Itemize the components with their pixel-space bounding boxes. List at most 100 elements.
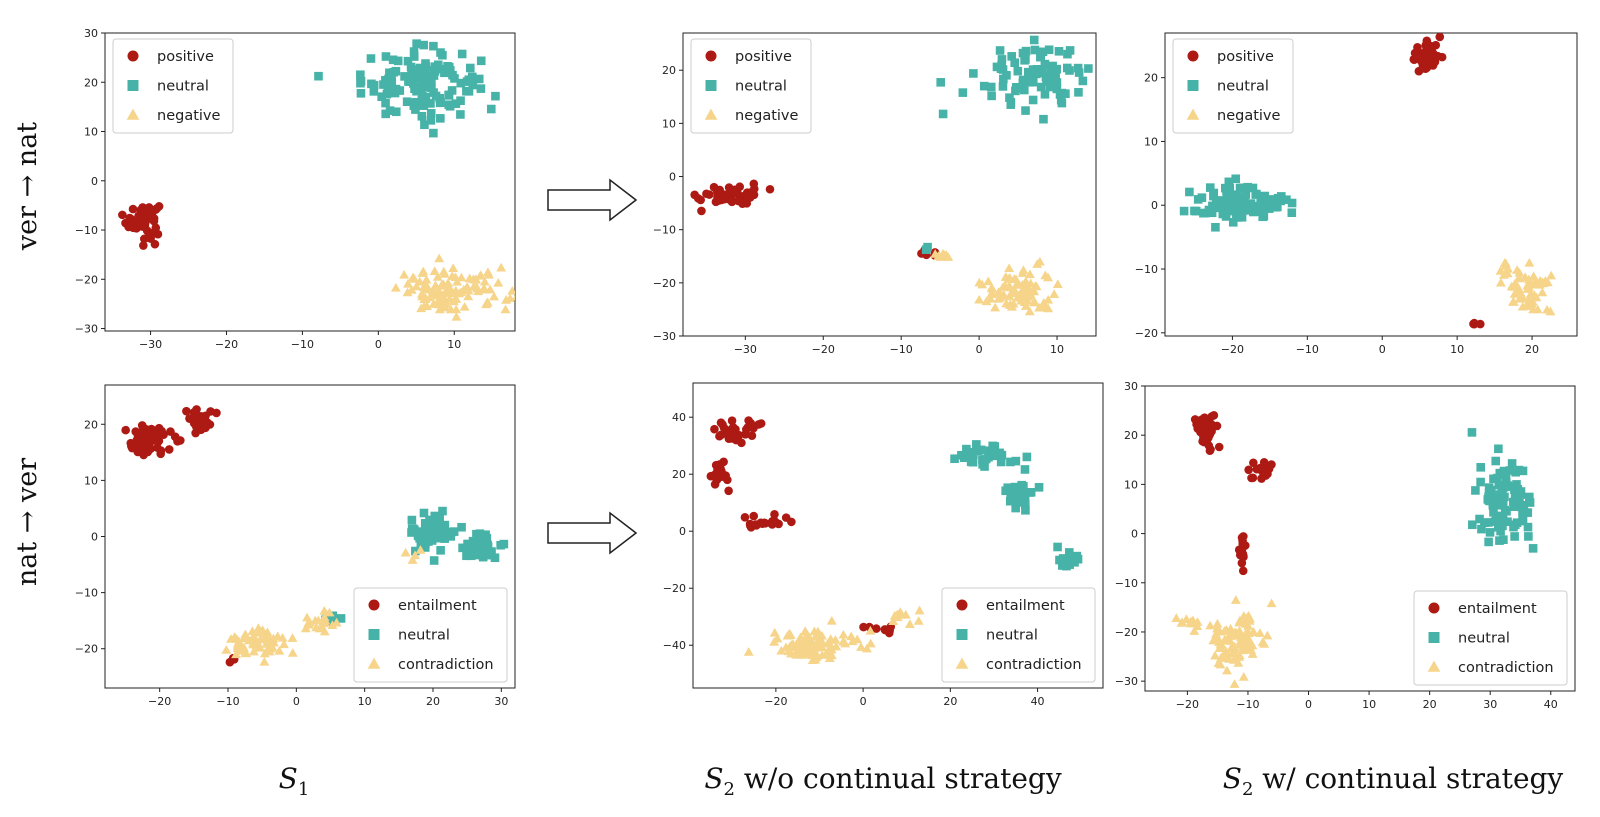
scatter-point-neutral — [478, 541, 487, 551]
scatter-point-contradiction — [259, 657, 270, 666]
scatter-point-neutral — [1025, 77, 1035, 87]
scatter-point-neutral — [1518, 516, 1528, 526]
scatter-point-neutral — [1516, 490, 1526, 499]
scatter-point-neutral — [427, 83, 436, 93]
scatter-point-neutral — [992, 62, 1002, 72]
scatter-point-negative — [390, 282, 401, 292]
scatter-point-neutral — [1494, 480, 1504, 490]
scatter-point-negative — [1522, 284, 1533, 293]
y-tick-label: −30 — [653, 330, 676, 343]
scatter-point-negative — [489, 291, 499, 301]
scatter-point-negative — [493, 277, 504, 287]
scatter-point-neutral — [1525, 498, 1535, 507]
legend-label-neutral: neutral — [157, 79, 209, 95]
scatter-point-contradiction — [892, 609, 903, 619]
legend-label-negative: negative — [735, 108, 798, 124]
legend-label-neutral: neutral — [986, 628, 1038, 644]
scatter-point-neutral — [436, 48, 445, 57]
scatter-point-neutral — [1029, 35, 1039, 45]
column-label-s2-without-continual: S2 w/o continual strategy — [704, 762, 1062, 800]
scatter-point-neutral — [1491, 511, 1501, 521]
x-tick-label: −10 — [291, 338, 314, 351]
scatter-point-positive — [1431, 40, 1441, 50]
scatter-point-neutral — [936, 78, 946, 87]
scatter-point-neutral — [1236, 195, 1245, 204]
scatter-point-negative — [434, 253, 445, 263]
scatter-point-neutral — [411, 546, 420, 556]
scatter-point-neutral — [393, 56, 403, 66]
scatter-point-neutral — [1248, 183, 1258, 193]
scatter-point-neutral — [1219, 207, 1228, 217]
scatter-point-neutral — [997, 55, 1007, 64]
scatter-point-contradiction — [279, 639, 289, 649]
y-tick-label: −40 — [663, 639, 686, 652]
scatter-point-neutral — [1041, 72, 1051, 82]
scatter-point-neutral — [462, 86, 471, 96]
scatter-point-entailment — [131, 427, 141, 436]
scatter-point-positive — [1410, 48, 1420, 58]
legend-marker-negative — [704, 108, 718, 120]
scatter-point-neutral — [1277, 192, 1286, 201]
scatter-point-neutral — [1030, 45, 1040, 55]
y-tick-label: −10 — [653, 224, 676, 237]
scatter-point-neutral — [1512, 480, 1521, 489]
legend: entailment neutral contradiction — [353, 587, 508, 683]
scatter-point-entailment — [742, 425, 751, 434]
scatter-point-neutral — [1052, 64, 1061, 74]
scatter-point-neutral — [1224, 177, 1234, 187]
scatter-point-neutral — [1503, 482, 1513, 491]
scatter-point-entailment — [1237, 558, 1247, 568]
scatter-point-neutral — [1011, 503, 1020, 513]
scatter-point-entailment — [766, 519, 776, 528]
scatter-point-entailment — [715, 431, 724, 441]
y-tick-label: 0 — [91, 175, 98, 188]
scatter-point-entailment — [747, 431, 757, 440]
scatter-point-neutral — [468, 80, 478, 90]
scatter-point-negative — [1018, 265, 1029, 275]
scatter-point-contradiction — [1241, 644, 1251, 654]
scatter-point-negative — [987, 283, 998, 293]
scatter-point-neutral — [1231, 206, 1241, 216]
scatter-point-negative — [406, 285, 417, 294]
scatter-point-neutral — [1051, 70, 1060, 80]
scatter-point-positive — [742, 199, 752, 208]
scatter-point-contradiction — [247, 626, 258, 635]
scatter-point-neutral — [1010, 58, 1020, 68]
scatter-point-neutral — [1057, 98, 1067, 108]
scatter-point-neutral — [1047, 75, 1056, 85]
scatter-point-neutral — [1243, 182, 1252, 192]
legend-label-negative: negative — [157, 108, 220, 124]
scatter-point-neutral — [1020, 491, 1030, 501]
y-tick-label: 20 — [1144, 72, 1158, 85]
scatter-point-positive — [765, 184, 775, 194]
scatter-point-entailment — [1261, 471, 1270, 480]
scatter-point-contradiction — [1212, 623, 1222, 633]
scatter-point-positive — [1421, 46, 1431, 56]
scatter-point-positive — [138, 203, 147, 212]
y-tick-label: −30 — [1115, 675, 1138, 688]
scatter-point-negative — [408, 272, 418, 282]
legend-label-contradiction: contradiction — [1458, 660, 1554, 676]
scatter-point-neutral — [1006, 491, 1016, 501]
scatter-point-contradiction — [782, 630, 793, 640]
scatter-point-negative — [1526, 299, 1537, 308]
scatter-point-negative — [1011, 274, 1021, 284]
scatter-panel-r2c1: −20 −10 0 10 20 30 −20 −10 0 10 20 entailment neutra… — [75, 384, 516, 708]
scatter-point-neutral — [474, 74, 484, 84]
legend-marker-contradiction — [955, 657, 969, 669]
scatter-point-entailment — [156, 446, 166, 455]
scatter-point-contradiction — [838, 629, 849, 639]
scatter-point-neutral — [1006, 457, 1015, 467]
scatter-point-neutral — [1010, 484, 1019, 493]
legend-marker-neutral — [705, 80, 717, 91]
x-tick-label: −20 — [1176, 698, 1199, 711]
scatter-point-contradiction — [1215, 659, 1226, 669]
scatter-point-contradiction — [1192, 617, 1203, 626]
legend-box — [112, 38, 234, 134]
scatter-point-neutral — [496, 540, 505, 550]
scatter-point-negative — [998, 282, 1008, 291]
y-tick-label: −20 — [1115, 626, 1138, 639]
legend-box — [1172, 38, 1294, 134]
scatter-point-neutral — [435, 93, 444, 103]
scatter-point-neutral — [406, 62, 416, 72]
